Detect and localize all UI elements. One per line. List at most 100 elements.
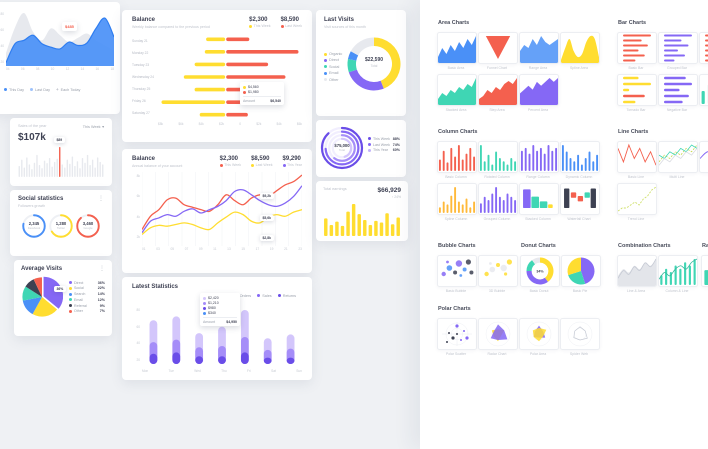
x-axis-ticks: 01 03 05 07 09 11 13 15 17 19 21 23	[142, 246, 302, 251]
chart-thumbnail-caption: Range Bar	[701, 289, 708, 293]
chart-thumbnail[interactable]: Spline Column	[437, 183, 477, 221]
card-subtitle: Followers growth	[18, 203, 46, 208]
chart-group-donut: Donut Charts 34% Basic Donut Basic Pie	[520, 243, 602, 293]
chart-thumbnail[interactable]: Dynamic Column	[560, 141, 600, 179]
chart-group-title: Polar Charts	[438, 306, 471, 312]
chart-thumbnail[interactable]: Polar Scatter	[437, 318, 477, 356]
chart-thumbnail[interactable]: Tornado Bar	[617, 74, 657, 112]
chart-thumbnail[interactable]: Spider Web	[560, 318, 600, 356]
chart-thumbnail-caption: Column & Line	[665, 289, 689, 293]
earnings-delta: ↑ 24%	[391, 195, 401, 199]
chart-thumbnail-caption: Stacked Column	[525, 217, 551, 221]
chart-thumbnail-caption: Tornado Bar	[626, 108, 646, 112]
kpi-label: Sales of the year	[18, 124, 47, 128]
chart-thumbnail[interactable]: Percent Area	[519, 74, 559, 112]
period-selector[interactable]: This Week ▾	[82, 124, 104, 130]
chart-thumbnail[interactable]: Trend Line	[617, 183, 657, 221]
chart-thumbnail[interactable]: Spline Area	[560, 32, 600, 70]
card-title: Balance	[132, 156, 156, 162]
chart-group-title: Donut Charts	[521, 243, 556, 249]
chart-tooltip: $2,420 $1,210 $980 $340 Amount $4,950	[200, 293, 240, 326]
chart-thumbnail-caption: Line & Area	[626, 289, 646, 293]
chart-thumbnail[interactable]: Column & Line	[658, 255, 698, 293]
chart-thumbnail-caption: 3D Bubble	[488, 289, 506, 293]
diverging-bars-chart	[161, 36, 299, 117]
rings-legend: This Week 88% Last Week 74% This Year 60%	[368, 135, 400, 154]
chart-thumbnail[interactable]: Range Column	[519, 141, 559, 179]
chart-group-bubble: Bubble Charts Basic Bubble 3D Bubble	[437, 243, 519, 293]
balance-lines-card: Balance Annual balance of your account $…	[122, 149, 312, 273]
svg-text:34%: 34%	[536, 269, 544, 273]
chart-thumbnail[interactable]: Line & Area	[617, 255, 657, 293]
progress-rings: 2,345 Facebook 1,280 Twitter 3,460 Google	[18, 213, 104, 239]
chart-thumbnail-caption: Basic Donut	[529, 289, 549, 293]
chart-group-title: Column Charts	[438, 129, 478, 135]
chart-thumbnail[interactable]: Grouped Bar	[658, 32, 698, 70]
card-subtitle: Weekly balance compared to the previous …	[132, 24, 210, 29]
chart-thumbnail[interactable]: Grouped Column	[478, 183, 518, 221]
chart-tooltip: $485	[62, 22, 77, 31]
card-title: Latest Statistics	[132, 284, 179, 290]
yellow-bars-chart	[324, 204, 400, 236]
period-label: This Week	[82, 124, 101, 129]
progress-ring: 3,460 Google	[75, 213, 101, 239]
visits-area-chart-card: 80 60 40 20 04 06 08 10 12 14 16 18 This Day Last D…	[0, 2, 120, 114]
chart-thumbnail[interactable]: Polar Area	[519, 318, 559, 356]
chart-thumbnail[interactable]: Rotated Column	[478, 141, 518, 179]
chart-thumbnail[interactable]: 34% Basic Donut	[520, 255, 560, 293]
donut-center-label: $22,590 Total	[364, 57, 384, 68]
chart-thumbnail[interactable]: Funnel Chart	[478, 32, 518, 70]
chart-thumbnail[interactable]: Step Area	[478, 74, 518, 112]
chart-thumbnail-caption: Spline Column	[444, 217, 468, 221]
chart-thumbnail[interactable]: Basic Pie	[561, 255, 601, 293]
chart-thumbnail[interactable]: Basic Line	[617, 141, 657, 179]
chart-thumbnail[interactable]: Basic Column	[437, 141, 477, 179]
chart-thumbnail-caption: Radar Chart	[487, 352, 507, 356]
chart-thumbnail[interactable]: Pattern Bar	[699, 74, 708, 112]
y-axis-ticks: 80 60 40 20	[0, 12, 4, 64]
chart-thumbnail[interactable]: Negative Bar	[658, 74, 698, 112]
chart-thumbnail-caption: Funnel Chart	[486, 66, 508, 70]
chart-thumbnail[interactable]: Stacked Bar	[699, 32, 708, 70]
chart-group-title: Bubble Charts	[438, 243, 476, 249]
pie-chart	[22, 276, 63, 317]
chart-thumbnail[interactable]: Multi Line	[658, 141, 698, 179]
chart-group-title: Area Charts	[438, 20, 470, 26]
y-axis-ticks: 80 60 40 20	[136, 308, 140, 362]
donut-legend: Organic Direct Social Email Other	[324, 52, 348, 84]
card-title: Balance	[132, 17, 156, 23]
chart-thumbnail[interactable]: Range Bar	[701, 255, 708, 293]
card-title: Social statistics	[18, 196, 64, 202]
kebab-menu-icon[interactable]: ⋮	[99, 266, 105, 272]
chart-thumbnail[interactable]: Dashed Line	[699, 141, 708, 179]
chart-thumbnail-caption: Basic Bubble	[445, 289, 467, 293]
kebab-menu-icon[interactable]: ⋮	[98, 196, 104, 202]
rings-center-label: $75,000 Total	[334, 143, 350, 152]
chart-thumbnail[interactable]: Stacked Area	[437, 74, 477, 112]
chart-thumbnail-caption: Basic Line	[627, 175, 645, 179]
chart-thumbnail-caption: Basic Area	[447, 66, 465, 70]
pie-legend: Direct 36% Social 22% Search 14% Email 12% Refer…	[69, 279, 105, 316]
chart-thumbnail[interactable]: Stacked Column	[519, 183, 559, 221]
chart-thumbnail[interactable]: Basic Bar	[617, 32, 657, 70]
chart-thumbnail-caption: Polar Area	[529, 352, 547, 356]
chart-thumbnail[interactable]: 3D Bubble	[478, 255, 518, 293]
chart-thumbnail[interactable]: Basic Area	[437, 32, 477, 70]
chart-thumbnail-caption: Range Area	[528, 66, 548, 70]
progress-rings-card: $75,000 Total This Week 88% Last Week 74% Th…	[316, 120, 406, 177]
x-axis-ticks: 04 06 08 10 12 14 16 18	[6, 67, 114, 71]
chart-thumbnail-caption: Dynamic Column	[565, 175, 593, 179]
chart-thumbnail-caption: Waterfall Chart	[567, 217, 591, 221]
chart-group-title: Bar Charts	[618, 20, 647, 26]
chart-thumbnail[interactable]: Waterfall Chart	[560, 183, 600, 221]
chevron-down-icon: ▾	[102, 125, 104, 129]
latest-statistics-card: Latest Statistics VisitsOrdersSalesRetur…	[122, 277, 312, 380]
average-visits-pie-card: Average Visits ⋮ Direct 36% Social 22% Searc…	[14, 260, 112, 336]
chart-thumbnail[interactable]: Range Area	[519, 32, 559, 70]
chart-thumbnail[interactable]: Basic Bubble	[437, 255, 477, 293]
chart-thumbnail[interactable]: Radar Chart	[478, 318, 518, 356]
chart-group-range: Range Charts Range Bar	[701, 243, 708, 293]
chart-group-title: Combination Charts	[618, 243, 671, 249]
chart-library-panel: Area Charts Basic Area Funnel Chart Range A…	[420, 0, 708, 449]
chart-thumbnail-caption: Negative Bar	[666, 108, 688, 112]
